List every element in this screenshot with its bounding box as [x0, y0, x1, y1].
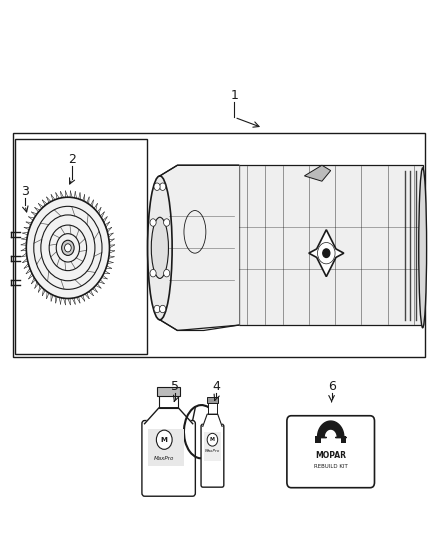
Ellipse shape	[148, 176, 172, 320]
Polygon shape	[160, 165, 239, 330]
Bar	[204, 432, 221, 461]
FancyBboxPatch shape	[201, 424, 224, 487]
Bar	[315, 436, 321, 443]
Circle shape	[26, 197, 110, 298]
FancyBboxPatch shape	[287, 416, 374, 488]
Circle shape	[64, 244, 71, 252]
Bar	[15, 139, 147, 354]
Text: MaxPro: MaxPro	[205, 449, 220, 454]
Bar	[341, 436, 346, 443]
Polygon shape	[203, 414, 222, 426]
Text: M: M	[161, 437, 168, 443]
FancyBboxPatch shape	[142, 421, 195, 496]
Text: M: M	[210, 437, 215, 442]
Circle shape	[164, 270, 170, 277]
Text: MOPAR: MOPAR	[315, 451, 346, 460]
Circle shape	[323, 249, 330, 257]
Circle shape	[156, 430, 172, 449]
Bar	[13, 133, 425, 357]
Ellipse shape	[419, 168, 427, 328]
Polygon shape	[304, 165, 331, 181]
Bar	[208, 402, 217, 414]
Text: 1: 1	[230, 90, 238, 102]
Circle shape	[150, 270, 156, 277]
Polygon shape	[309, 230, 344, 277]
Circle shape	[164, 219, 170, 226]
Circle shape	[159, 183, 166, 190]
Text: 4: 4	[212, 380, 220, 393]
Circle shape	[154, 305, 160, 313]
Circle shape	[62, 240, 74, 255]
Polygon shape	[318, 421, 344, 437]
Text: 5: 5	[171, 380, 179, 393]
Text: MaxPro: MaxPro	[154, 456, 174, 461]
Ellipse shape	[151, 217, 169, 278]
Circle shape	[154, 183, 160, 190]
Polygon shape	[145, 408, 193, 424]
Bar	[148, 429, 184, 466]
Circle shape	[159, 305, 166, 313]
Text: REBUILD KIT: REBUILD KIT	[314, 464, 348, 469]
Circle shape	[150, 219, 156, 226]
Bar	[157, 387, 180, 396]
Text: 3: 3	[21, 185, 29, 198]
Circle shape	[207, 433, 218, 446]
Bar	[207, 397, 218, 403]
Text: 2: 2	[68, 154, 76, 166]
Bar	[159, 394, 178, 408]
Text: 6: 6	[328, 380, 336, 393]
Bar	[239, 165, 423, 325]
